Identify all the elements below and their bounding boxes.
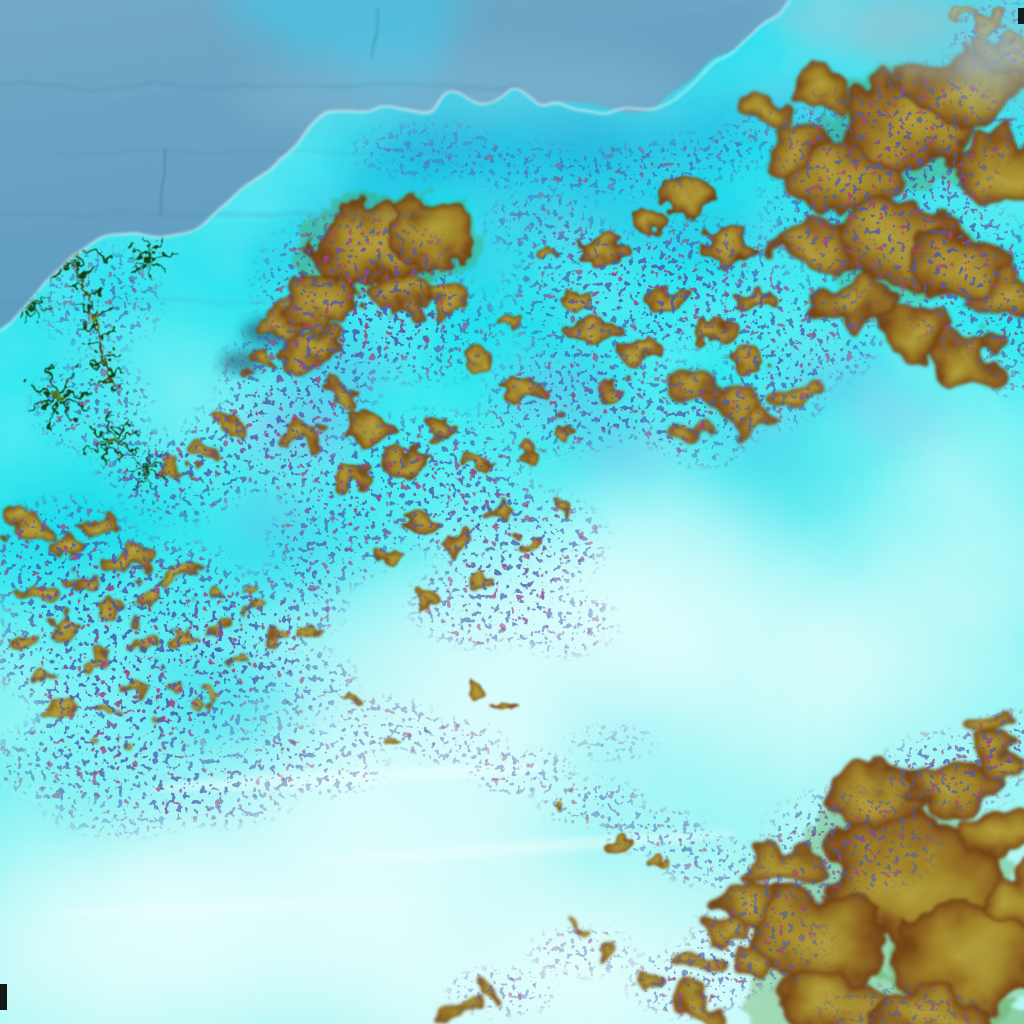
sea-haze-top-right (775, 0, 1024, 110)
sea-wisp (161, 149, 167, 215)
edge-mark-right (1018, 8, 1024, 24)
edge-mark-left (0, 984, 7, 1010)
sea-wisp (371, 5, 379, 59)
coastline-rim (0, 0, 791, 333)
sea-upper-left (0, 0, 791, 333)
feather-spine (68, 251, 112, 391)
sea-coast-glow (240, 50, 700, 140)
